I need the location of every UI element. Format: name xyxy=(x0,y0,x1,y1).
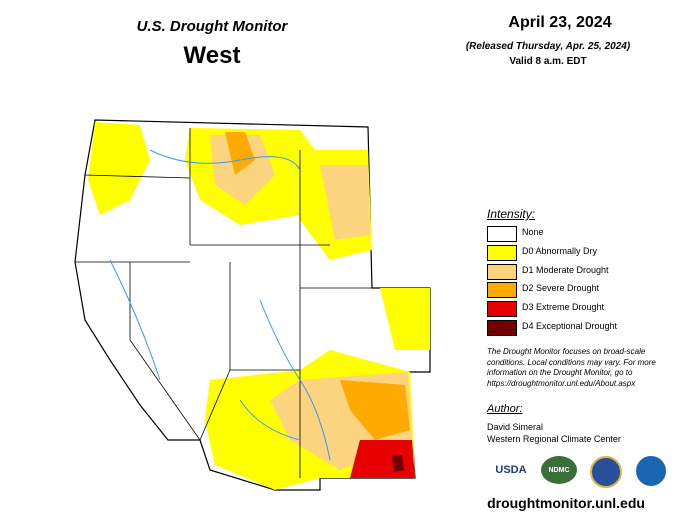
valid: Valid 8 a.m. EDT xyxy=(509,56,587,67)
logo-noaa xyxy=(636,456,666,486)
legend-swatch xyxy=(487,320,517,336)
logo: NDMC xyxy=(541,456,577,484)
date: April 23, 2024 xyxy=(508,14,612,31)
legend-label: D4 Exceptional Drought xyxy=(522,321,618,331)
legend-swatch xyxy=(487,282,517,299)
legend-swatch xyxy=(487,244,517,261)
drought-areas xyxy=(88,122,430,490)
author-name: David Simeral xyxy=(487,422,544,432)
logo: USDA xyxy=(495,464,527,476)
note-line: https://droughtmonitor.unl.edu/About.asp… xyxy=(487,378,636,388)
note-line: information on the Drought Monitor, go t… xyxy=(487,368,633,377)
legend-title: Intensity: xyxy=(487,207,536,221)
rivers xyxy=(109,149,331,461)
legend-label: D0 Abnormally Dry xyxy=(522,245,598,256)
legend-swatch xyxy=(487,263,517,280)
legend-label: D1 Moderate Drought xyxy=(522,264,609,275)
logo-seal xyxy=(590,456,622,488)
title: U.S. Drought Monitor xyxy=(136,18,288,35)
legend-label: D3 Extreme Drought xyxy=(522,302,605,313)
legend-label: D2 Severe Drought xyxy=(522,283,600,294)
author-name: Western Regional Climate Center xyxy=(487,434,621,444)
note-line: The Drought Monitor focuses on broad-sca… xyxy=(487,347,646,356)
note-line: conditions. Local conditions may vary. F… xyxy=(487,357,656,367)
region: West xyxy=(183,42,241,69)
author-title: Author: xyxy=(487,403,523,415)
legend-swatch xyxy=(487,226,517,242)
legend-label: None xyxy=(522,227,544,237)
legend-swatch xyxy=(487,301,517,318)
released: (Released Thursday, Apr. 25, 2024) xyxy=(465,41,631,52)
url: droughtmonitor.unl.edu xyxy=(487,495,645,511)
state-borders xyxy=(75,128,372,478)
